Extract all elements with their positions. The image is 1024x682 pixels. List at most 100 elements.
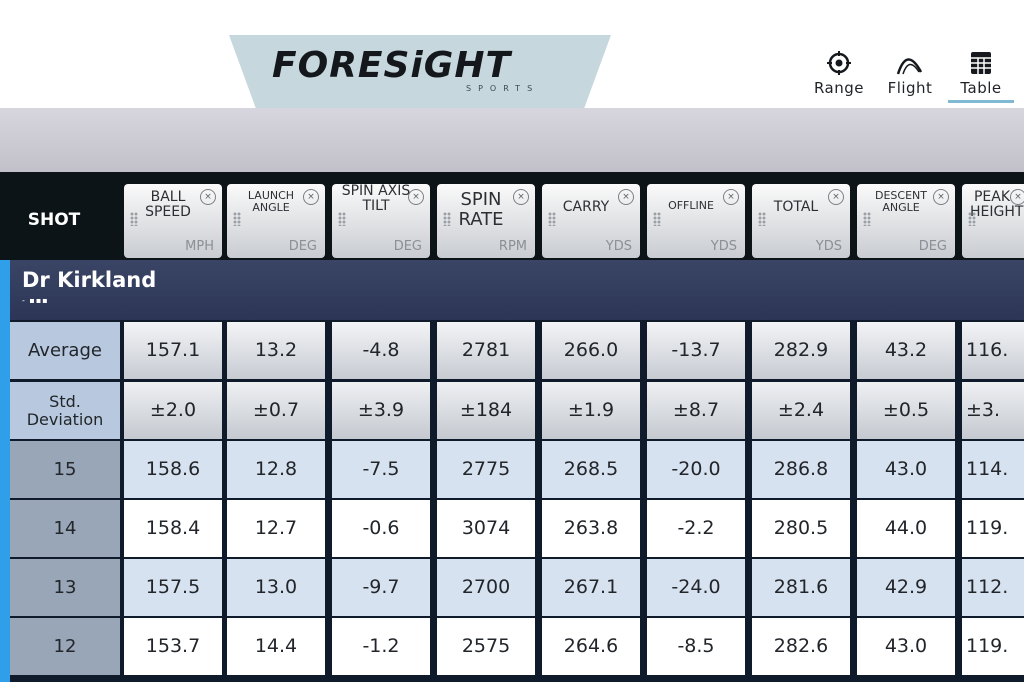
- remove-column-icon[interactable]: ×: [828, 189, 844, 205]
- average-cell: 266.0: [542, 322, 640, 379]
- remove-column-icon[interactable]: ×: [618, 189, 634, 205]
- average-cell: 13.2: [227, 322, 325, 379]
- shot-number: 12: [10, 618, 120, 675]
- flight-arc-icon: [875, 48, 945, 78]
- table-cell: 268.5: [542, 441, 640, 498]
- column-unit: YDS: [815, 239, 842, 254]
- brand-sub: SPORTS: [466, 84, 540, 93]
- remove-column-icon[interactable]: ×: [933, 189, 949, 205]
- shot-column-header: SHOT: [27, 210, 81, 230]
- remove-column-icon[interactable]: ×: [200, 189, 216, 205]
- column-unit: RPM: [498, 239, 527, 254]
- std-deviation-cell: ±1.9: [542, 382, 640, 439]
- drag-handle-icon[interactable]: [233, 212, 241, 226]
- table-cell: 112.: [962, 559, 1024, 616]
- remove-column-icon[interactable]: ×: [408, 189, 424, 205]
- nav-table[interactable]: Table: [946, 48, 1016, 108]
- drag-handle-icon[interactable]: [443, 212, 451, 226]
- shot-number: 13: [10, 559, 120, 616]
- column-title: LAUNCH ANGLE: [247, 189, 295, 215]
- table-cell: 42.9: [857, 559, 955, 616]
- column-header[interactable]: CARRY YDS ×: [542, 184, 640, 258]
- table-cell: -20.0: [647, 441, 745, 498]
- column-header[interactable]: SPIN AXIS TILT DEG ×: [332, 183, 430, 258]
- column-title: TOTAL: [773, 199, 819, 215]
- table-cell: -7.5: [332, 441, 430, 498]
- column-header[interactable]: PEAK HEIGHT ×: [962, 184, 1024, 258]
- nav-flight[interactable]: Flight: [875, 48, 945, 108]
- player-band: [0, 260, 1024, 320]
- toolbar-band: [0, 108, 1024, 172]
- column-unit: YDS: [605, 239, 632, 254]
- logo-tab: [229, 35, 611, 108]
- nav-range[interactable]: Range: [804, 48, 874, 108]
- std-deviation-cell: ±184: [437, 382, 535, 439]
- table-cell: 286.8: [752, 441, 850, 498]
- table-cell: 12.8: [227, 441, 325, 498]
- drag-handle-icon[interactable]: [968, 212, 976, 226]
- column-header[interactable]: BALL SPEED MPH ×: [124, 184, 222, 258]
- std-deviation-cell: ±8.7: [647, 382, 745, 439]
- table-cell: -9.7: [332, 559, 430, 616]
- drag-handle-icon[interactable]: [758, 212, 766, 226]
- table-cell: -2.2: [647, 500, 745, 557]
- divider: [0, 172, 1024, 182]
- column-header[interactable]: LAUNCH ANGLE DEG ×: [227, 184, 325, 258]
- std-deviation-cell: ±2.4: [752, 382, 850, 439]
- std-deviation-cell: ±3.9: [332, 382, 430, 439]
- table-cell: 114.: [962, 441, 1024, 498]
- std-deviation-row-label: Std. Deviation: [10, 382, 120, 439]
- remove-column-icon[interactable]: ×: [303, 189, 319, 205]
- drag-handle-icon[interactable]: [863, 212, 871, 226]
- table-cell: 12.7: [227, 500, 325, 557]
- average-cell: 282.9: [752, 322, 850, 379]
- nav-range-label: Range: [813, 79, 865, 97]
- table-cell: 119.: [962, 618, 1024, 675]
- drag-handle-icon[interactable]: [130, 212, 138, 226]
- column-unit: DEG: [918, 239, 947, 254]
- table-cell: 282.6: [752, 618, 850, 675]
- column-title: CARRY: [562, 199, 610, 215]
- table-cell: -0.6: [332, 500, 430, 557]
- shot-number: 14: [10, 500, 120, 557]
- column-header[interactable]: TOTAL YDS ×: [752, 184, 850, 258]
- table-cell: 3074: [437, 500, 535, 557]
- shot-number: 15: [10, 441, 120, 498]
- average-cell: -4.8: [332, 322, 430, 379]
- column-title: DESCENT ANGLE: [875, 189, 927, 215]
- average-cell: 2781: [437, 322, 535, 379]
- column-header[interactable]: DESCENT ANGLE DEG ×: [857, 184, 955, 258]
- table-cell: -24.0: [647, 559, 745, 616]
- table-cell: 263.8: [542, 500, 640, 557]
- table-cell: 158.4: [124, 500, 222, 557]
- column-title: SPIN RATE: [458, 189, 504, 230]
- column-unit: YDS: [710, 239, 737, 254]
- column-header[interactable]: SPIN RATE RPM ×: [437, 184, 535, 258]
- table-cell: 14.4: [227, 618, 325, 675]
- table-cell: 13.0: [227, 559, 325, 616]
- player-accent-bar: [0, 260, 10, 682]
- player-name: Dr Kirkland: [22, 268, 157, 292]
- drag-handle-icon[interactable]: [653, 212, 661, 226]
- table-cell: 119.: [962, 500, 1024, 557]
- player-sub: - ▪▪▪: [22, 296, 49, 305]
- column-title: OFFLINE: [668, 199, 714, 212]
- remove-column-icon[interactable]: ×: [513, 189, 529, 205]
- table-cell: 43.0: [857, 441, 955, 498]
- drag-handle-icon[interactable]: [548, 212, 556, 226]
- remove-column-icon[interactable]: ×: [723, 189, 739, 205]
- column-title: BALL SPEED: [145, 189, 191, 221]
- drag-handle-icon[interactable]: [338, 212, 346, 226]
- column-header[interactable]: OFFLINE YDS ×: [647, 184, 745, 258]
- table-cell: 2775: [437, 441, 535, 498]
- table-cell: 2575: [437, 618, 535, 675]
- table-cell: 2700: [437, 559, 535, 616]
- std-deviation-cell: ±0.7: [227, 382, 325, 439]
- table-cell: 264.6: [542, 618, 640, 675]
- table-cell: 153.7: [124, 618, 222, 675]
- column-title: PEAK HEIGHT: [970, 189, 1024, 221]
- nav-table-label: Table: [960, 79, 1002, 97]
- column-unit: DEG: [288, 239, 317, 254]
- remove-column-icon[interactable]: ×: [1010, 189, 1024, 205]
- column-unit: DEG: [393, 239, 422, 254]
